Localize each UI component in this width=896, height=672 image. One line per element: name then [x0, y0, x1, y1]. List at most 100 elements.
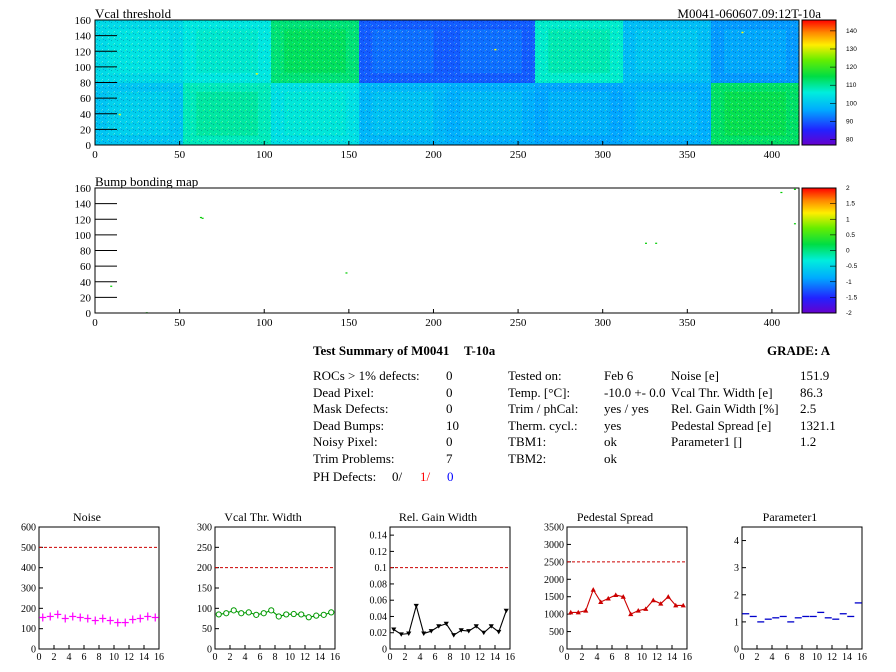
x-tick-label: 10	[637, 652, 647, 663]
y-tick-label: 100	[75, 230, 92, 242]
map2-area	[95, 188, 799, 313]
x-tick-label: 10	[109, 652, 119, 663]
x-tick-label: 6	[785, 652, 790, 663]
chart-frame	[741, 526, 863, 650]
data-point	[320, 611, 327, 618]
chart-title: Pedestal Spread	[577, 510, 653, 524]
y-tick-label: 150	[197, 584, 212, 595]
x-tick-label: 6	[258, 652, 263, 663]
x-tick-label: 4	[243, 652, 248, 663]
data-point	[481, 630, 487, 636]
y-tick-label: 160	[75, 183, 92, 195]
palette-tick-label: 90	[846, 118, 854, 125]
y-tick-label: 0	[86, 140, 92, 152]
data-point	[673, 602, 679, 608]
bump-bonding-map: Bump bonding map 0 50 100 150 200 250 300 350 40…	[75, 174, 858, 329]
x-tick-label: 0	[92, 317, 98, 329]
palette-tick-label: 0	[846, 248, 850, 255]
data-point	[503, 608, 509, 614]
y-tick-label: 120	[75, 46, 92, 58]
y-tick-label: 200	[21, 604, 36, 615]
y-tick-label: 0	[31, 645, 36, 656]
x-tick-label: 2	[580, 652, 585, 663]
y-tick-label: 80	[80, 246, 92, 258]
y-tick-label: 3	[734, 563, 739, 574]
y-tick-label: 400	[21, 563, 36, 574]
data-point	[413, 603, 419, 609]
data-point	[290, 610, 297, 618]
y-tick-label: 4	[734, 536, 739, 547]
defect-point	[780, 191, 783, 194]
data-point	[443, 621, 449, 627]
x-tick-label: 8	[800, 652, 805, 663]
defect-point	[655, 242, 658, 244]
palette-tick-label: 0.5	[846, 232, 855, 239]
palette-tick-label: -2	[846, 310, 852, 317]
y-tick-label: 100	[21, 624, 36, 635]
x-tick-label: 14	[315, 652, 325, 663]
y-tick-label: 200	[197, 563, 212, 574]
y-tick-label: 160	[75, 15, 92, 27]
x-tick-label: 300	[594, 149, 611, 161]
data-point	[680, 602, 686, 608]
y-tick-label: 300	[197, 523, 212, 534]
data-point	[458, 628, 464, 633]
data-point	[313, 612, 320, 619]
y-tick-label: 600	[21, 523, 36, 534]
data-point	[583, 608, 589, 613]
defect-point	[201, 217, 204, 219]
data-point	[245, 609, 252, 616]
y-tick-label: 100	[197, 604, 212, 615]
x-tick-label: 300	[594, 317, 611, 329]
x-tick-label: 0	[565, 652, 570, 663]
y-tick-label: 40	[80, 277, 92, 289]
x-tick-label: 50	[174, 149, 186, 161]
y-tick-label: 3500	[544, 523, 564, 534]
y-tick-label: 2500	[544, 557, 564, 568]
y-tick-label: 20	[80, 124, 92, 136]
x-tick-label: 12	[124, 652, 134, 663]
y-tick-label: 0	[86, 308, 92, 320]
y-tick-label: 0	[559, 645, 564, 656]
chart-title: Parameter1	[763, 510, 818, 524]
x-tick-label: 12	[475, 652, 485, 663]
x-tick-label: 200	[425, 149, 442, 161]
data-point	[391, 627, 397, 632]
data-point	[568, 609, 574, 615]
y-tick-label: 250	[197, 543, 212, 554]
data-point	[628, 611, 634, 617]
map1-color-palette	[801, 19, 837, 146]
x-tick-label: 0	[388, 652, 393, 663]
x-tick-label: 0	[213, 652, 218, 663]
map1-axes: 0 50 100 150 200 250 300 350 400 0 20 40 60 80 100 120 1…	[75, 15, 781, 161]
y-tick-label: 100	[75, 62, 92, 74]
data-point	[590, 587, 596, 592]
series-line	[570, 588, 684, 615]
y-tick-label: 1000	[544, 610, 564, 621]
noise-point	[494, 48, 497, 51]
y-tick-label: 40	[80, 109, 92, 121]
x-tick-label: 0	[37, 652, 42, 663]
x-tick-label: 2	[52, 652, 57, 663]
palette-tick-label: 110	[846, 82, 857, 89]
y-tick-label: 0.06	[370, 596, 388, 607]
data-point	[613, 592, 619, 597]
data-point	[406, 631, 412, 636]
data-point	[298, 611, 305, 618]
palette-tick-label: 1.5	[846, 201, 855, 208]
vcal-threshold-map: Vcal threshold M0041-060607.09:12T-10a 0…	[75, 6, 858, 161]
data-point	[260, 610, 267, 617]
x-tick-label: 14	[139, 652, 149, 663]
palette-tick-label: 120	[846, 64, 857, 71]
y-tick-label: 0.02	[370, 628, 388, 639]
x-tick-label: 2	[228, 652, 233, 663]
data-point	[268, 607, 275, 614]
map2-axes: 0 50 100 150 200 250 300 350 400 0 20 40 60 80 100 120 1…	[75, 183, 781, 329]
data-point	[598, 599, 604, 604]
chart-3: Pedestal Spread 0 500 1000 1500 2000 2500 3000 3…	[544, 510, 692, 663]
x-tick-label: 16	[682, 652, 692, 663]
chart-title: Noise	[73, 510, 101, 524]
data-point	[496, 629, 502, 635]
